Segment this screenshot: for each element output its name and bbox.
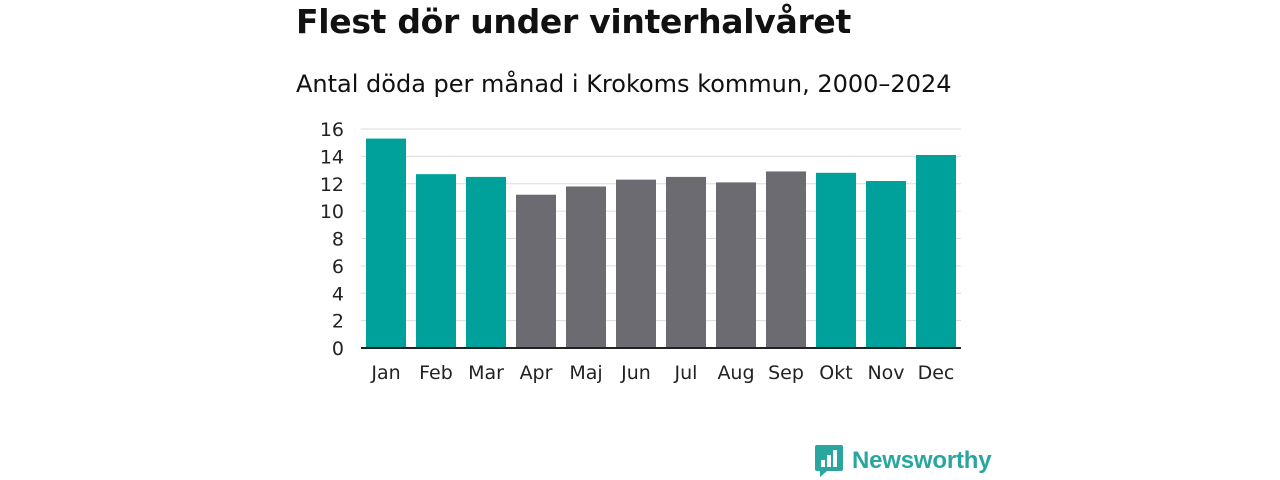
- bar-okt: [816, 172, 856, 348]
- chart-subtitle: Antal döda per månad i Krokoms kommun, 2…: [296, 70, 952, 98]
- x-tick-label-sep: Sep: [768, 362, 804, 384]
- x-tick-label-jul: Jul: [674, 362, 698, 384]
- x-tick-label-mar: Mar: [468, 362, 504, 384]
- newsworthy-wordmark: Newsworthy: [852, 447, 992, 474]
- y-tick-label-4: 4: [332, 283, 344, 305]
- bar-apr: [516, 194, 556, 348]
- bar-jun: [616, 179, 656, 348]
- x-tick-label-apr: Apr: [520, 362, 553, 384]
- bar-sep: [766, 171, 806, 348]
- x-tick-label-dec: Dec: [918, 362, 955, 384]
- bar-nov: [866, 181, 906, 348]
- y-tick-label-2: 2: [332, 311, 344, 333]
- y-tick-label-8: 8: [332, 229, 344, 251]
- x-tick-label-feb: Feb: [419, 362, 453, 384]
- y-tick-label-10: 10: [320, 201, 344, 223]
- chart-title: Flest dör under vinterhalvåret: [296, 2, 851, 41]
- x-tick-label-maj: Maj: [569, 362, 602, 384]
- y-tick-label-0: 0: [332, 338, 344, 360]
- bar-mar: [466, 176, 506, 348]
- bar-dec: [916, 155, 956, 348]
- newsworthy-icon: [815, 445, 843, 477]
- x-tick-label-okt: Okt: [819, 362, 852, 384]
- bar-feb: [416, 174, 456, 348]
- x-tick-label-jan: Jan: [370, 362, 400, 384]
- x-tick-label-aug: Aug: [717, 362, 754, 384]
- y-tick-label-6: 6: [332, 256, 344, 278]
- newsworthy-logo: Newsworthy: [814, 444, 992, 478]
- x-tick-label-jun: Jun: [620, 362, 651, 384]
- y-tick-label-16: 16: [320, 119, 344, 141]
- bar-jan: [366, 138, 406, 348]
- x-tick-label-nov: Nov: [867, 362, 904, 384]
- bar-jul: [666, 176, 706, 348]
- bar-maj: [566, 186, 606, 348]
- y-tick-label-14: 14: [320, 146, 344, 168]
- bar-aug: [716, 182, 756, 348]
- y-tick-label-12: 12: [320, 174, 344, 196]
